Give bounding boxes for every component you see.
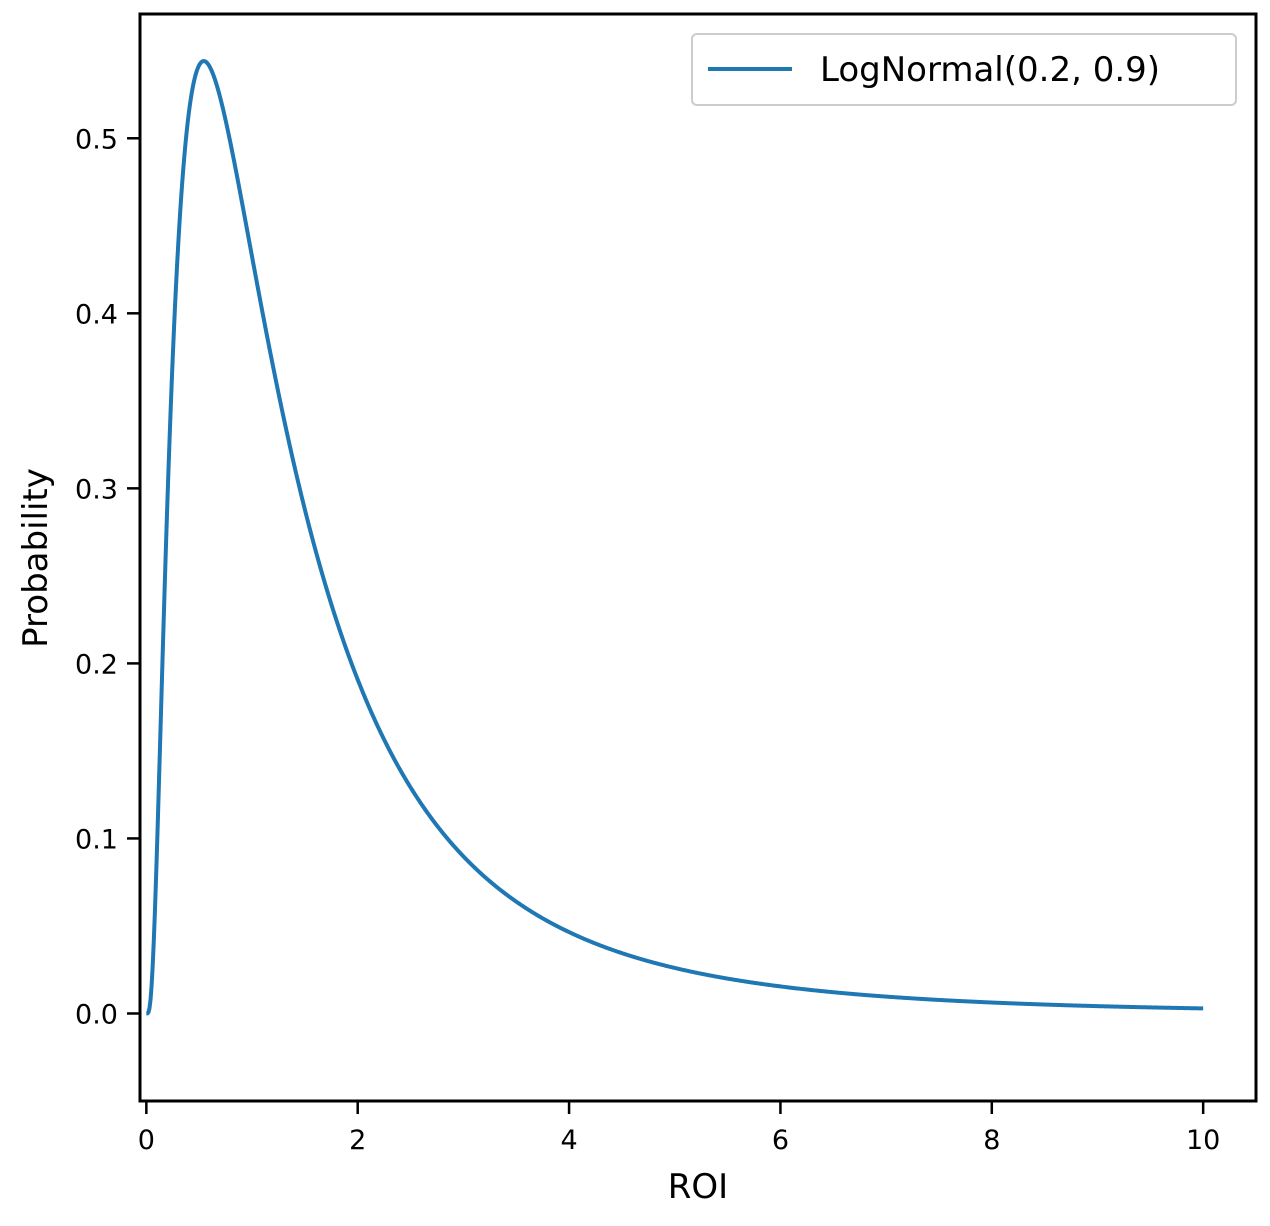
x-axis: 0 2 4 6 8 10 [138,1101,1220,1156]
x-tick-label: 2 [349,1125,366,1156]
y-tick-label: 0.0 [75,999,118,1030]
legend-label: LogNormal(0.2, 0.9) [820,50,1160,90]
plot-area [145,59,1205,1016]
legend: LogNormal(0.2, 0.9) [691,33,1237,106]
x-tick-label: 6 [772,1125,789,1156]
y-axis: 0.0 0.1 0.2 0.3 0.4 0.5 [75,124,140,1030]
y-axis-label: Probability [16,468,56,648]
axes-frame [138,12,1258,1103]
y-tick-label: 0.2 [75,649,118,680]
x-tick-label: 4 [560,1125,577,1156]
y-tick-label: 0.1 [75,824,118,855]
y-tick-label: 0.4 [75,299,118,330]
x-tick-label: 8 [983,1125,1000,1156]
x-axis-label: ROI [668,1167,728,1207]
x-tick-label: 10 [1186,1125,1220,1156]
series-line [145,59,1205,1016]
legend-box [691,33,1237,106]
x-tick-label: 0 [138,1125,155,1156]
y-tick-label: 0.3 [75,474,118,505]
y-tick-label: 0.5 [75,124,118,155]
